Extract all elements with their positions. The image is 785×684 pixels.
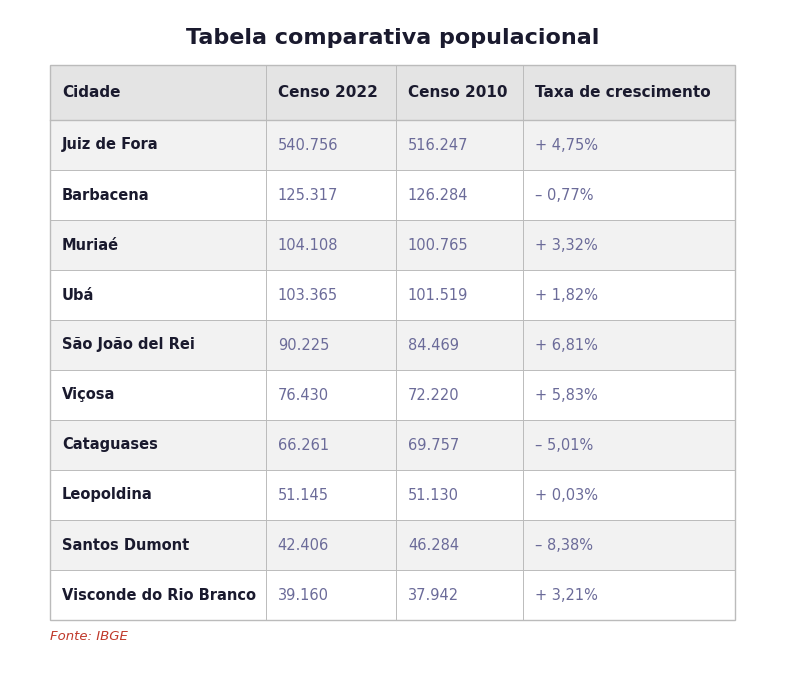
Text: Taxa de crescimento: Taxa de crescimento xyxy=(535,85,710,100)
Text: Muriaé: Muriaé xyxy=(62,237,119,252)
Text: 125.317: 125.317 xyxy=(278,187,338,202)
Text: 46.284: 46.284 xyxy=(408,538,459,553)
Text: São João del Rei: São João del Rei xyxy=(62,337,195,352)
Bar xyxy=(50,420,735,470)
Text: Leopoldina: Leopoldina xyxy=(62,488,153,503)
Bar xyxy=(50,320,735,370)
Text: 516.247: 516.247 xyxy=(408,137,469,153)
Text: Fonte: IBGE: Fonte: IBGE xyxy=(50,630,128,643)
Text: 76.430: 76.430 xyxy=(278,388,329,402)
Bar xyxy=(50,65,735,120)
Text: Barbacena: Barbacena xyxy=(62,187,150,202)
Bar xyxy=(50,470,735,520)
Text: Tabela comparativa populacional: Tabela comparativa populacional xyxy=(186,28,599,48)
Text: + 4,75%: + 4,75% xyxy=(535,137,597,153)
Text: 104.108: 104.108 xyxy=(278,237,338,252)
Text: Cataguases: Cataguases xyxy=(62,438,158,453)
Text: Ubá: Ubá xyxy=(62,287,94,302)
Bar xyxy=(50,120,735,170)
Text: – 5,01%: – 5,01% xyxy=(535,438,593,453)
Text: 42.406: 42.406 xyxy=(278,538,329,553)
Bar xyxy=(50,370,735,420)
Text: 51.130: 51.130 xyxy=(408,488,459,503)
Text: 103.365: 103.365 xyxy=(278,287,338,302)
Text: Viçosa: Viçosa xyxy=(62,388,115,402)
Text: 101.519: 101.519 xyxy=(408,287,469,302)
Text: Santos Dumont: Santos Dumont xyxy=(62,538,189,553)
Bar xyxy=(50,220,735,270)
Text: 37.942: 37.942 xyxy=(408,588,459,603)
Text: Juiz de Fora: Juiz de Fora xyxy=(62,137,159,153)
Text: + 1,82%: + 1,82% xyxy=(535,287,597,302)
Text: Censo 2022: Censo 2022 xyxy=(278,85,378,100)
Text: + 3,21%: + 3,21% xyxy=(535,588,597,603)
Bar xyxy=(50,270,735,320)
Bar xyxy=(50,520,735,570)
Text: + 5,83%: + 5,83% xyxy=(535,388,597,402)
Text: + 0,03%: + 0,03% xyxy=(535,488,597,503)
Bar xyxy=(50,65,735,620)
Text: 84.469: 84.469 xyxy=(408,337,459,352)
Text: – 8,38%: – 8,38% xyxy=(535,538,593,553)
Text: Cidade: Cidade xyxy=(62,85,121,100)
Bar xyxy=(50,570,735,620)
Text: 51.145: 51.145 xyxy=(278,488,329,503)
Text: 126.284: 126.284 xyxy=(408,187,469,202)
Text: 90.225: 90.225 xyxy=(278,337,329,352)
Bar xyxy=(50,170,735,220)
Text: 66.261: 66.261 xyxy=(278,438,329,453)
Text: Censo 2010: Censo 2010 xyxy=(408,85,507,100)
Text: + 6,81%: + 6,81% xyxy=(535,337,597,352)
Text: 100.765: 100.765 xyxy=(408,237,469,252)
Text: 540.756: 540.756 xyxy=(278,137,338,153)
Text: 69.757: 69.757 xyxy=(408,438,459,453)
Text: – 0,77%: – 0,77% xyxy=(535,187,593,202)
Text: 39.160: 39.160 xyxy=(278,588,329,603)
Text: Visconde do Rio Branco: Visconde do Rio Branco xyxy=(62,588,256,603)
Text: + 3,32%: + 3,32% xyxy=(535,237,597,252)
Text: 72.220: 72.220 xyxy=(408,388,459,402)
